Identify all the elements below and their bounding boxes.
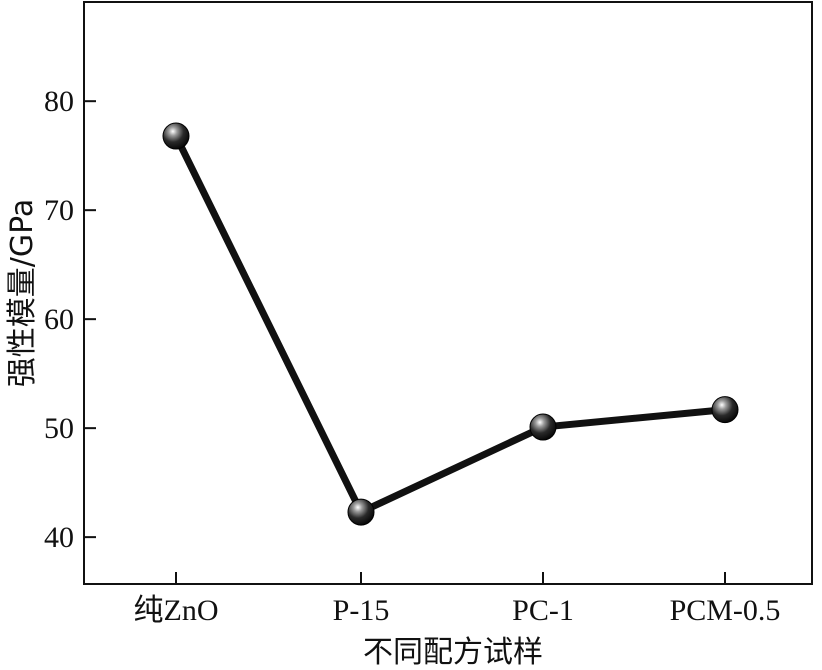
x-tick-label: 纯ZnO bbox=[134, 594, 219, 627]
series-line bbox=[172, 134, 726, 516]
series-markers bbox=[162, 122, 739, 526]
x-tick-label: PCM-0.5 bbox=[670, 594, 781, 627]
data-point bbox=[529, 413, 557, 441]
plot-frame bbox=[83, 1, 813, 585]
x-axis-label: 不同配方试样 bbox=[363, 635, 543, 670]
y-tick-label: 70 bbox=[44, 194, 74, 227]
y-tick-label: 50 bbox=[44, 412, 74, 445]
data-point bbox=[711, 396, 739, 424]
y-tick-label: 80 bbox=[44, 85, 74, 118]
series-polyline bbox=[172, 134, 726, 516]
x-tick-label: P-15 bbox=[333, 594, 390, 627]
y-axis-label: 强性模量/GPa bbox=[5, 199, 40, 387]
y-axis: 40 50 60 70 80 bbox=[44, 85, 96, 554]
x-axis: 纯ZnO P-15 PC-1 PCM-0.5 bbox=[134, 572, 781, 627]
y-tick-label: 40 bbox=[44, 521, 74, 554]
y-tick-label: 60 bbox=[44, 303, 74, 336]
x-tick-label: PC-1 bbox=[512, 594, 574, 627]
data-point bbox=[347, 498, 375, 526]
data-point bbox=[162, 122, 190, 150]
